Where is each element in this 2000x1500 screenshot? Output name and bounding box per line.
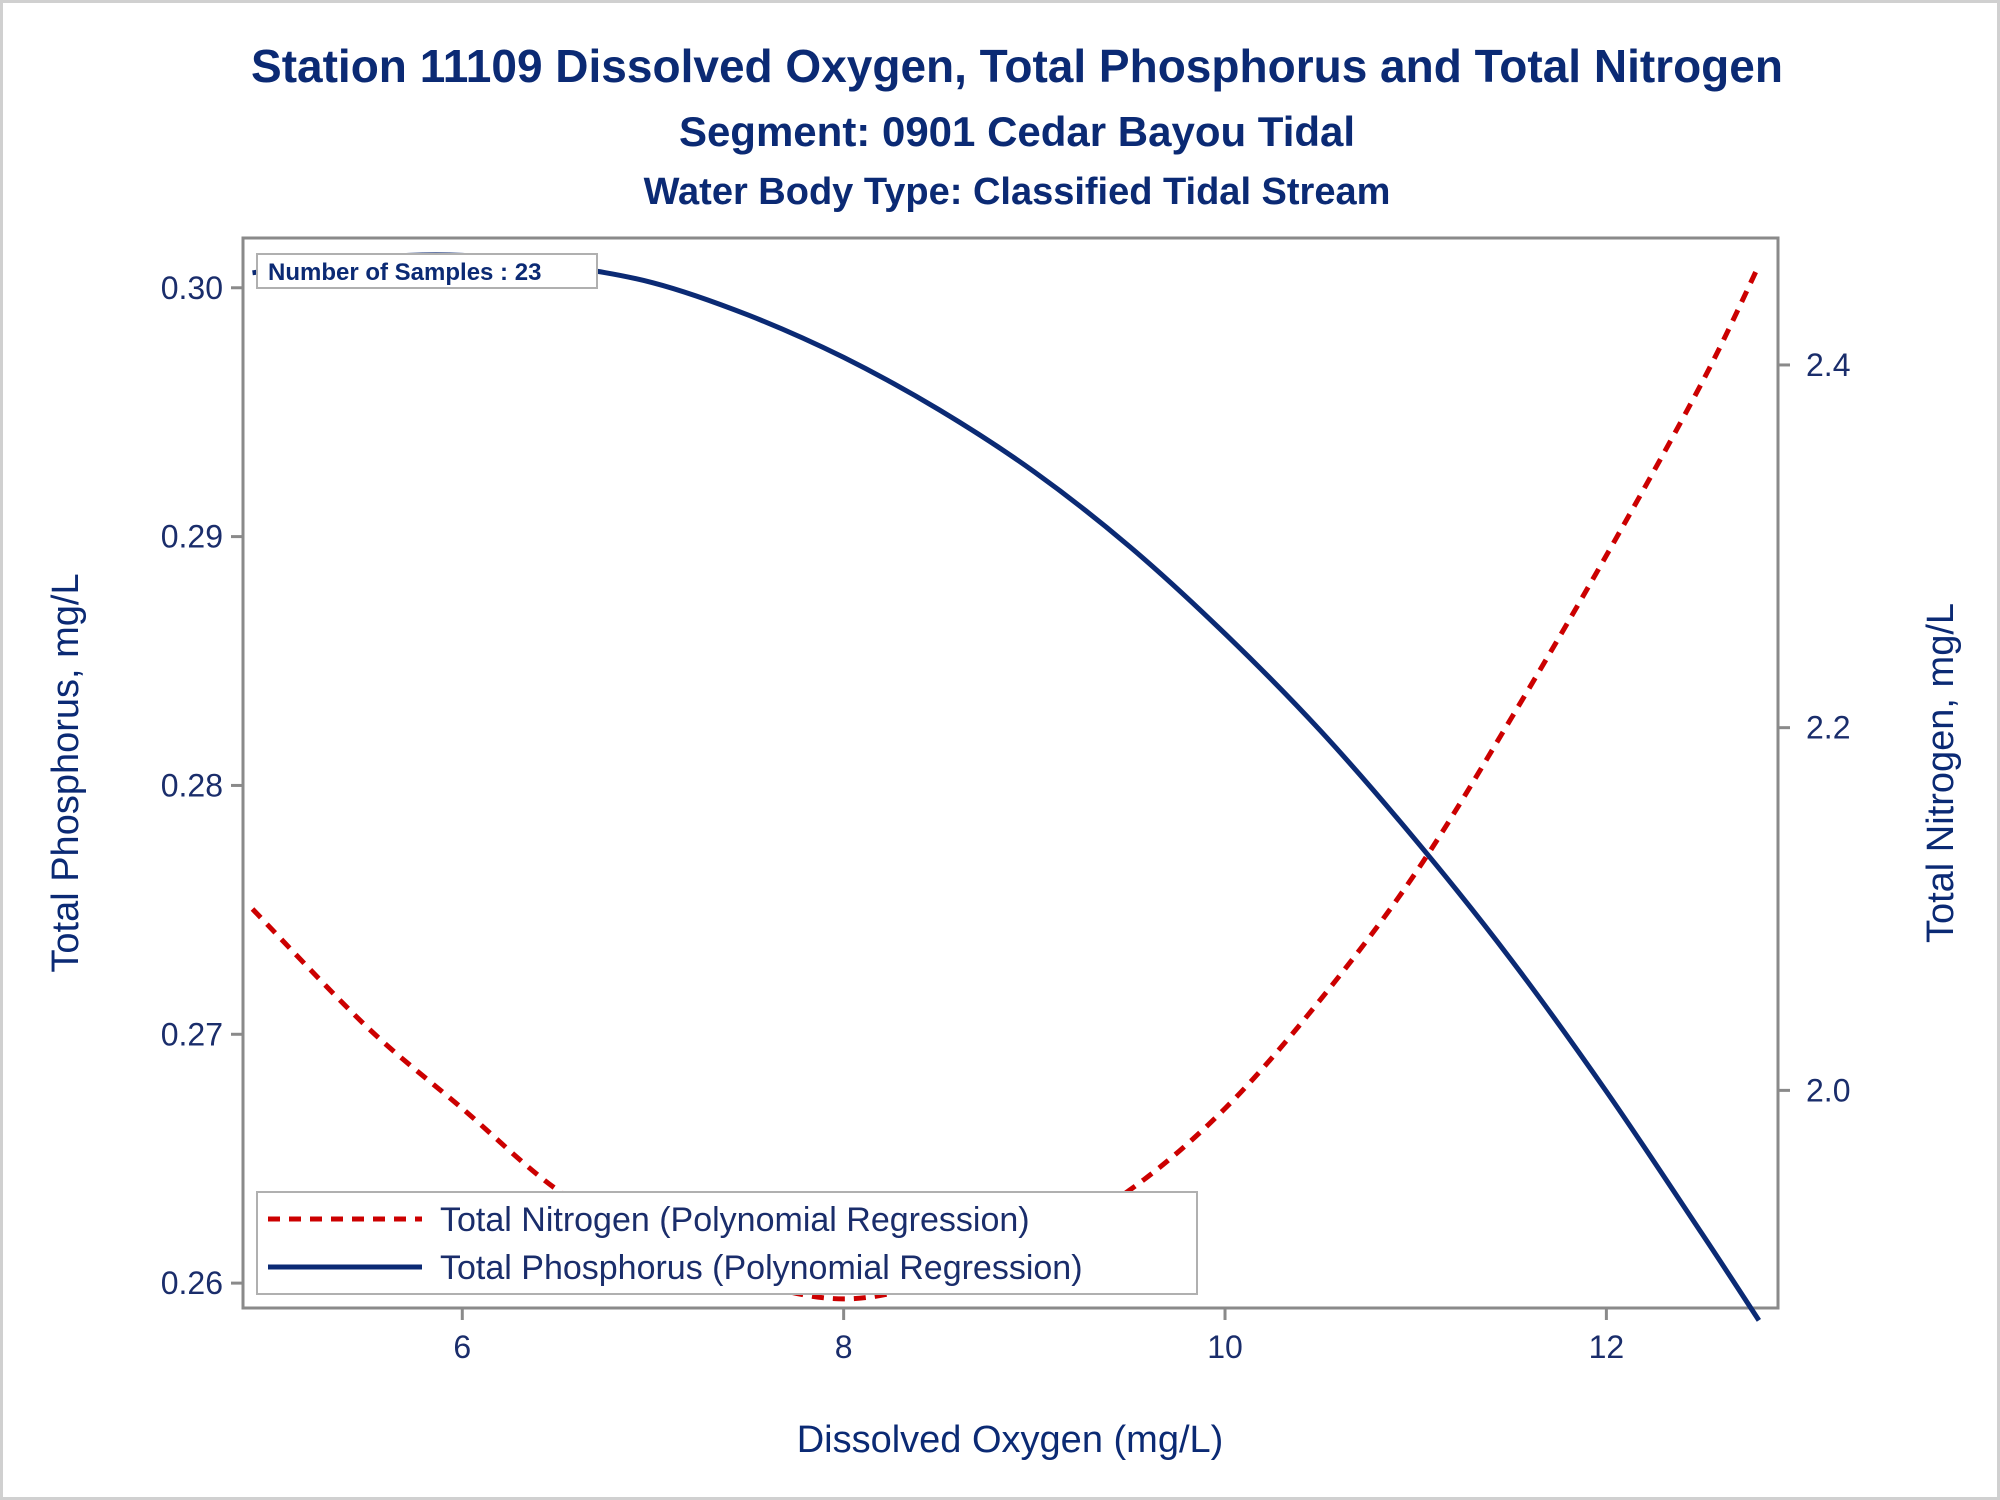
x-tick-label: 12 <box>1589 1329 1625 1365</box>
plot-area <box>241 236 1780 1310</box>
sample-count-box <box>256 253 598 289</box>
legend-label-nitrogen: Total Nitrogen (Polynomial Regression) <box>440 1201 1030 1239</box>
y2-axis-label: Total Nitrogen, mg/L <box>1920 603 1962 943</box>
y2-tick-label: 2.2 <box>1806 710 1850 746</box>
y-tick-label: 0.28 <box>161 767 223 803</box>
chart-title: Station 11109 Dissolved Oxygen, Total Ph… <box>251 40 1783 92</box>
legend <box>256 1191 1198 1295</box>
y2-tick-label: 2.4 <box>1806 347 1850 383</box>
y-axis-label: Total Phosphorus, mg/L <box>45 573 87 972</box>
x-tick-label: 6 <box>453 1329 471 1365</box>
y-axis-left: 0.26 0.27 0.28 0.29 0.30 <box>161 270 243 1301</box>
y-tick-label: 0.30 <box>161 270 223 306</box>
chart-subtitle-2: Water Body Type: Classified Tidal Stream <box>644 171 1391 213</box>
chart-subtitle: Segment: 0901 Cedar Bayou Tidal <box>679 108 1355 155</box>
y-tick-label: 0.27 <box>161 1016 223 1052</box>
y-tick-label: 0.29 <box>161 519 223 555</box>
sample-count-label: Number of Samples : 23 <box>268 259 541 286</box>
x-axis-label: Dissolved Oxygen (mg/L) <box>797 1419 1224 1461</box>
x-tick-label: 8 <box>835 1329 853 1365</box>
y-axis-right: 2.0 2.2 2.4 <box>1778 347 1850 1108</box>
x-axis: 6 8 10 12 <box>453 1308 1624 1365</box>
y-tick-label: 0.26 <box>161 1265 223 1301</box>
x-tick-label: 10 <box>1207 1329 1243 1365</box>
y2-tick-label: 2.0 <box>1806 1072 1850 1108</box>
legend-label-phosphorus: Total Phosphorus (Polynomial Regression) <box>440 1249 1083 1287</box>
